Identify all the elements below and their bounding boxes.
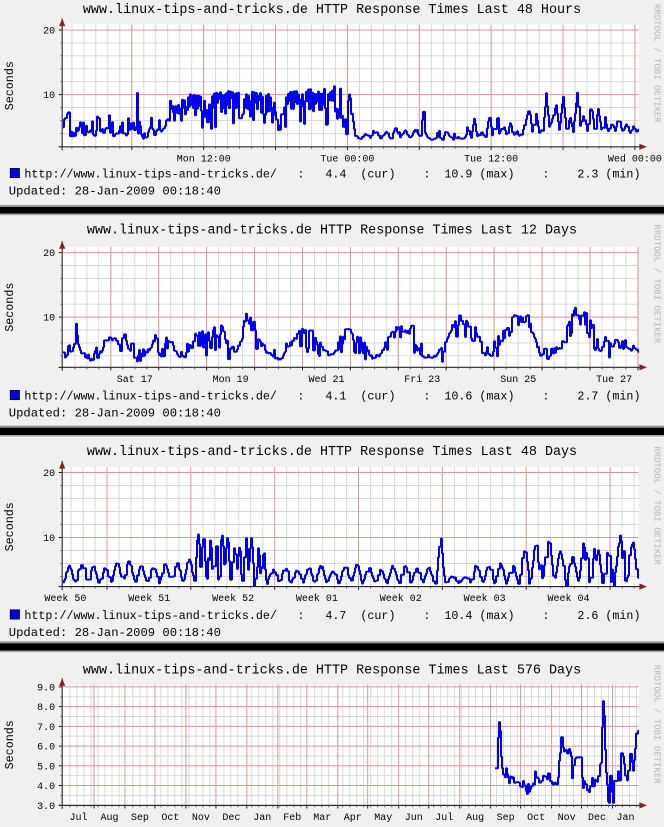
svg-text:www.linux-tips-and-tricks.de H: www.linux-tips-and-tricks.de HTTP Respon… bbox=[87, 445, 577, 460]
svg-text:Oct: Oct bbox=[527, 813, 545, 824]
svg-text:10.9: 10.9 bbox=[444, 168, 472, 182]
svg-text:Sun 25: Sun 25 bbox=[500, 375, 536, 386]
svg-text:(min): (min) bbox=[605, 390, 640, 404]
svg-text:Week 04: Week 04 bbox=[547, 593, 589, 605]
svg-text::: : bbox=[423, 609, 430, 623]
svg-text:9.0: 9.0 bbox=[37, 683, 55, 694]
svg-text:(min): (min) bbox=[605, 168, 640, 182]
svg-text:(min): (min) bbox=[605, 609, 640, 623]
svg-text:Updated: 28-Jan-2009 00:18:40: Updated: 28-Jan-2009 00:18:40 bbox=[9, 626, 221, 640]
svg-text:May: May bbox=[374, 813, 392, 824]
svg-text:Jul: Jul bbox=[435, 812, 453, 824]
svg-text:Updated: 28-Jan-2009 00:18:40: Updated: 28-Jan-2009 00:18:40 bbox=[9, 185, 221, 199]
svg-text:Aug: Aug bbox=[100, 813, 118, 824]
svg-text:Fri 23: Fri 23 bbox=[404, 374, 440, 386]
svg-text:Week 51: Week 51 bbox=[128, 593, 170, 605]
svg-text:Week 50: Week 50 bbox=[44, 593, 86, 605]
svg-text:Apr: Apr bbox=[344, 813, 362, 824]
svg-text:Week 52: Week 52 bbox=[212, 593, 254, 605]
svg-text:http://www.linux-tips-and-tric: http://www.linux-tips-and-tricks.de/ bbox=[24, 390, 277, 404]
svg-text:2.6: 2.6 bbox=[577, 609, 598, 623]
svg-text:Wed 21: Wed 21 bbox=[308, 374, 344, 386]
svg-text:Week 02: Week 02 bbox=[380, 593, 422, 605]
svg-text:8.0: 8.0 bbox=[37, 703, 55, 714]
svg-text:Aug: Aug bbox=[466, 813, 484, 824]
svg-text:10: 10 bbox=[43, 314, 55, 325]
svg-text:Jan: Jan bbox=[616, 813, 634, 824]
svg-text:(max): (max) bbox=[479, 390, 514, 404]
svg-text::: : bbox=[542, 609, 549, 623]
svg-text:Nov: Nov bbox=[558, 813, 576, 824]
svg-text:Tue 12:00: Tue 12:00 bbox=[464, 154, 518, 165]
svg-text:2.3: 2.3 bbox=[577, 168, 598, 182]
svg-text:(max): (max) bbox=[479, 168, 514, 182]
svg-text:Week 03: Week 03 bbox=[464, 593, 506, 605]
svg-text:Jul: Jul bbox=[69, 812, 87, 824]
svg-text:Mon 12:00: Mon 12:00 bbox=[177, 154, 231, 165]
svg-text:Week 01: Week 01 bbox=[296, 593, 338, 605]
svg-text:(cur): (cur) bbox=[360, 390, 395, 404]
svg-text:Tue 27: Tue 27 bbox=[596, 375, 632, 386]
svg-text:Oct: Oct bbox=[161, 813, 179, 824]
svg-text::: : bbox=[423, 168, 430, 182]
svg-text:http://www.linux-tips-and-tric: http://www.linux-tips-and-tricks.de/ bbox=[24, 609, 277, 623]
svg-text:Tue 00:00: Tue 00:00 bbox=[320, 154, 374, 165]
svg-text:3.0: 3.0 bbox=[37, 802, 55, 813]
svg-text:Seconds: Seconds bbox=[3, 61, 17, 110]
svg-text:20: 20 bbox=[43, 469, 55, 480]
svg-text::: : bbox=[297, 390, 304, 404]
svg-text:(cur): (cur) bbox=[360, 609, 395, 623]
svg-text:Sep: Sep bbox=[131, 813, 149, 824]
svg-text:10: 10 bbox=[43, 91, 55, 102]
svg-text:20: 20 bbox=[43, 249, 55, 260]
svg-text:www.linux-tips-and-tricks.de H: www.linux-tips-and-tricks.de HTTP Respon… bbox=[83, 664, 581, 679]
svg-text:4.7: 4.7 bbox=[325, 609, 346, 623]
svg-text:10: 10 bbox=[43, 534, 55, 545]
svg-text:Seconds: Seconds bbox=[3, 720, 17, 769]
svg-text::: : bbox=[542, 168, 549, 182]
svg-text:Mar: Mar bbox=[313, 813, 331, 824]
svg-text:Jun: Jun bbox=[405, 813, 423, 824]
svg-text:5.0: 5.0 bbox=[37, 762, 55, 773]
svg-text:10.4: 10.4 bbox=[444, 609, 472, 623]
svg-text:2.7: 2.7 bbox=[577, 390, 598, 404]
svg-text:4.0: 4.0 bbox=[37, 782, 55, 793]
svg-text:4.1: 4.1 bbox=[325, 390, 346, 404]
svg-text:Sat 17: Sat 17 bbox=[117, 375, 153, 386]
svg-text::: : bbox=[423, 390, 430, 404]
svg-text:(max): (max) bbox=[479, 609, 514, 623]
svg-text:www.linux-tips-and-tricks.de H: www.linux-tips-and-tricks.de HTTP Respon… bbox=[83, 3, 581, 18]
svg-text:Jan: Jan bbox=[253, 813, 271, 824]
svg-text:Sep: Sep bbox=[497, 813, 515, 824]
svg-text:www.linux-tips-and-tricks.de H: www.linux-tips-and-tricks.de HTTP Respon… bbox=[87, 224, 577, 239]
svg-text:Wed 00:00: Wed 00:00 bbox=[608, 153, 662, 165]
svg-text:(cur): (cur) bbox=[360, 168, 395, 182]
svg-text::: : bbox=[542, 390, 549, 404]
svg-text:4.4: 4.4 bbox=[325, 168, 346, 182]
svg-text:Nov: Nov bbox=[192, 813, 210, 824]
svg-text:6.0: 6.0 bbox=[37, 743, 55, 754]
svg-text:Dec: Dec bbox=[222, 813, 240, 824]
svg-text::: : bbox=[297, 168, 304, 182]
svg-text:RRDTOOL / TOBI OETIKER: RRDTOOL / TOBI OETIKER bbox=[652, 665, 662, 784]
svg-text:7.0: 7.0 bbox=[37, 723, 55, 734]
svg-text:Dec: Dec bbox=[588, 813, 606, 824]
svg-text:10.6: 10.6 bbox=[444, 390, 472, 404]
svg-text:RRDTOOL / TOBI OETIKER: RRDTOOL / TOBI OETIKER bbox=[652, 446, 662, 565]
svg-text:Feb: Feb bbox=[283, 812, 301, 824]
svg-text:Mon 19: Mon 19 bbox=[213, 375, 249, 386]
svg-text:http://www.linux-tips-and-tric: http://www.linux-tips-and-tricks.de/ bbox=[24, 168, 277, 182]
svg-text:Seconds: Seconds bbox=[3, 283, 17, 332]
svg-text:Updated: 28-Jan-2009 00:18:40: Updated: 28-Jan-2009 00:18:40 bbox=[9, 407, 221, 421]
svg-text::: : bbox=[297, 609, 304, 623]
svg-text:RRDTOOL / TOBI OETIKER: RRDTOOL / TOBI OETIKER bbox=[652, 225, 662, 344]
svg-text:20: 20 bbox=[43, 27, 55, 38]
svg-text:RRDTOOL / TOBI OETIKER: RRDTOOL / TOBI OETIKER bbox=[652, 4, 662, 123]
svg-text:Seconds: Seconds bbox=[3, 502, 17, 551]
